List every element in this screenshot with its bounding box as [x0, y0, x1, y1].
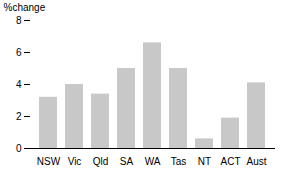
svg-text:Qld: Qld [93, 156, 109, 167]
svg-text:ACT: ACT [221, 156, 241, 167]
svg-text:NSW: NSW [37, 156, 61, 167]
svg-text:2: 2 [16, 111, 22, 122]
svg-text:SA: SA [120, 156, 134, 167]
svg-text:4: 4 [16, 79, 22, 90]
svg-text:0: 0 [16, 143, 22, 154]
svg-text:8: 8 [16, 15, 22, 26]
svg-text:Tas: Tas [171, 156, 187, 167]
svg-text:Aust: Aust [246, 156, 266, 167]
svg-text:%change: %change [4, 2, 46, 13]
svg-text:6: 6 [16, 47, 22, 58]
svg-text:NT: NT [198, 156, 211, 167]
svg-text:Vic: Vic [68, 156, 82, 167]
svg-text:WA: WA [145, 156, 161, 167]
